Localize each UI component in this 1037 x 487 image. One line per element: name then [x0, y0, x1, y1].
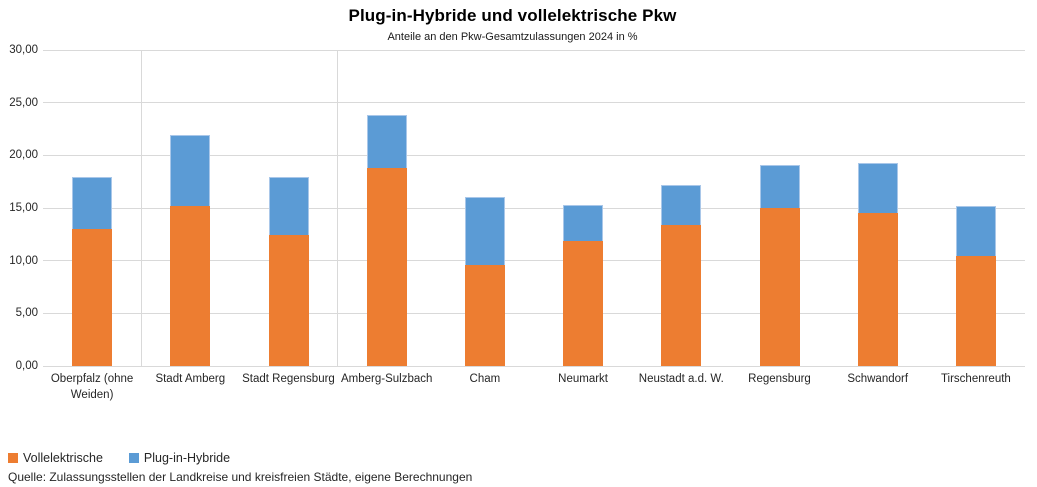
- bar-segment-vollelektrische: [268, 235, 309, 366]
- x-axis-label: Stadt Regensburg: [242, 373, 335, 385]
- x-axis: Oberpfalz (ohne Weiden) Stadt Amberg Stadt…: [43, 372, 1025, 406]
- bar-group: [661, 50, 702, 366]
- x-axis-label: Oberpfalz (ohne Weiden): [50, 373, 134, 401]
- bar-group: [464, 50, 505, 366]
- bar-segment-plug-in-hybride: [955, 205, 996, 257]
- bar-segment-vollelektrische: [661, 224, 702, 366]
- bar-segment-vollelektrische: [563, 240, 604, 366]
- bar-group: [72, 50, 113, 366]
- bar-segment-vollelektrische: [857, 213, 898, 366]
- gridline: [43, 102, 1025, 104]
- page-title: Plug-in-Hybride und vollelektrische Pkw: [348, 6, 677, 25]
- bar-group: [366, 50, 407, 366]
- bar-segment-vollelektrische: [366, 167, 407, 366]
- bar-segment-vollelektrische: [170, 205, 211, 366]
- legend-label: Plug-in-Hybride: [143, 451, 231, 465]
- gridline: [43, 365, 1025, 367]
- legend-swatch-plug-in-hybride-icon: [128, 453, 139, 463]
- y-tick-label: 10,00: [9, 254, 38, 267]
- legend-swatch-vollelektrische-icon: [8, 453, 18, 463]
- y-tick-label: 20,00: [9, 149, 38, 162]
- y-tick-label: 15,00: [9, 202, 38, 214]
- x-axis-label: Cham: [469, 373, 501, 385]
- gridline: [43, 260, 1025, 262]
- legend-label: Vollelektrische: [23, 451, 103, 465]
- bar-group: [955, 50, 996, 366]
- y-tick-label: 0,00: [15, 360, 38, 372]
- source-note: Quelle: Zulassungsstellen der Landkreise…: [8, 470, 473, 484]
- x-axis-label: Amberg-Sulzbach: [340, 373, 433, 385]
- bar-group: [857, 50, 898, 366]
- bar-segment-vollelektrische: [759, 208, 800, 366]
- x-axis-label: Neumarkt: [558, 373, 609, 385]
- x-axis-label: Schwandorf: [847, 373, 909, 385]
- gridline: [43, 49, 1025, 51]
- bar-group: [759, 50, 800, 366]
- x-axis-label: Tirschenreuth: [940, 373, 1011, 385]
- x-axis-label: Stadt Amberg: [155, 373, 226, 385]
- plot-area: [43, 49, 1025, 367]
- bar-segment-vollelektrische: [72, 229, 113, 366]
- y-tick-label: 5,00: [15, 307, 38, 320]
- x-axis-label: Regensburg: [748, 373, 811, 385]
- gridline: [43, 312, 1025, 314]
- x-axis-label: Neustadt a.d. W.: [638, 373, 724, 385]
- page-subtitle: Anteile an den Pkw-Gesamtzulassungen 202…: [387, 31, 638, 43]
- bar-group: [170, 50, 211, 366]
- legend-item-vollelektrische: Vollelektrische: [8, 451, 103, 465]
- bar-segment-plug-in-hybride: [563, 204, 604, 241]
- category-separator: [337, 50, 339, 366]
- gridline: [43, 154, 1025, 156]
- bar-segment-plug-in-hybride: [72, 177, 113, 230]
- bar-group: [268, 50, 309, 366]
- bar-segment-vollelektrische: [464, 264, 505, 366]
- gridline: [43, 207, 1025, 209]
- bar-segment-plug-in-hybride: [759, 164, 800, 208]
- bar-segment-plug-in-hybride: [464, 197, 505, 265]
- y-tick-label: 30,00: [9, 44, 38, 56]
- bar-segment-plug-in-hybride: [170, 135, 211, 206]
- legend-item-plug-in-hybride: Plug-in-Hybride: [128, 451, 231, 465]
- legend: Vollelektrische Plug-in-Hybride: [8, 451, 230, 465]
- y-axis: 0,00 5,00 10,00 15,00 20,00 25,00 30,00: [0, 44, 38, 372]
- y-tick-label: 25,00: [9, 96, 38, 109]
- category-separator: [140, 50, 142, 366]
- bar-segment-plug-in-hybride: [661, 184, 702, 225]
- bar-segment-plug-in-hybride: [857, 162, 898, 214]
- bar-segment-plug-in-hybride: [268, 177, 309, 236]
- bar-segment-vollelektrische: [955, 256, 996, 366]
- bar-segment-plug-in-hybride: [366, 115, 407, 168]
- bar-group: [563, 50, 604, 366]
